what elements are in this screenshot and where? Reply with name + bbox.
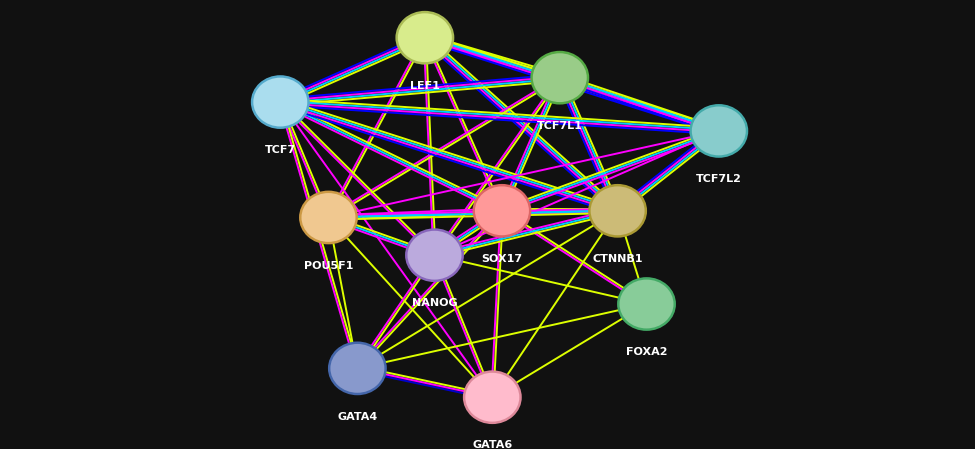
- Ellipse shape: [405, 228, 464, 282]
- Ellipse shape: [689, 104, 748, 158]
- Ellipse shape: [328, 342, 387, 395]
- Ellipse shape: [532, 53, 587, 102]
- Text: TCF7: TCF7: [265, 145, 295, 155]
- Ellipse shape: [408, 231, 461, 280]
- Ellipse shape: [299, 190, 358, 244]
- Ellipse shape: [530, 51, 589, 105]
- Text: CTNNB1: CTNNB1: [593, 254, 643, 264]
- Ellipse shape: [463, 370, 522, 424]
- Ellipse shape: [254, 78, 307, 127]
- Text: TCF7L2: TCF7L2: [696, 174, 742, 184]
- Text: GATA4: GATA4: [337, 412, 377, 422]
- Text: SOX17: SOX17: [482, 254, 523, 264]
- Ellipse shape: [591, 186, 644, 235]
- Text: LEF1: LEF1: [410, 81, 440, 91]
- Ellipse shape: [301, 193, 356, 242]
- Ellipse shape: [619, 280, 674, 328]
- Ellipse shape: [617, 277, 676, 331]
- Ellipse shape: [465, 373, 520, 422]
- Text: GATA6: GATA6: [472, 440, 513, 449]
- Text: NANOG: NANOG: [411, 299, 457, 308]
- Text: FOXA2: FOXA2: [626, 347, 667, 357]
- Ellipse shape: [692, 106, 746, 155]
- Ellipse shape: [475, 186, 529, 235]
- Ellipse shape: [331, 344, 384, 393]
- Ellipse shape: [251, 75, 310, 129]
- Text: POU5F1: POU5F1: [304, 261, 353, 271]
- Ellipse shape: [473, 184, 531, 238]
- Ellipse shape: [588, 184, 647, 238]
- Text: TCF7L1: TCF7L1: [537, 121, 583, 131]
- Ellipse shape: [398, 13, 451, 62]
- Ellipse shape: [396, 11, 454, 65]
